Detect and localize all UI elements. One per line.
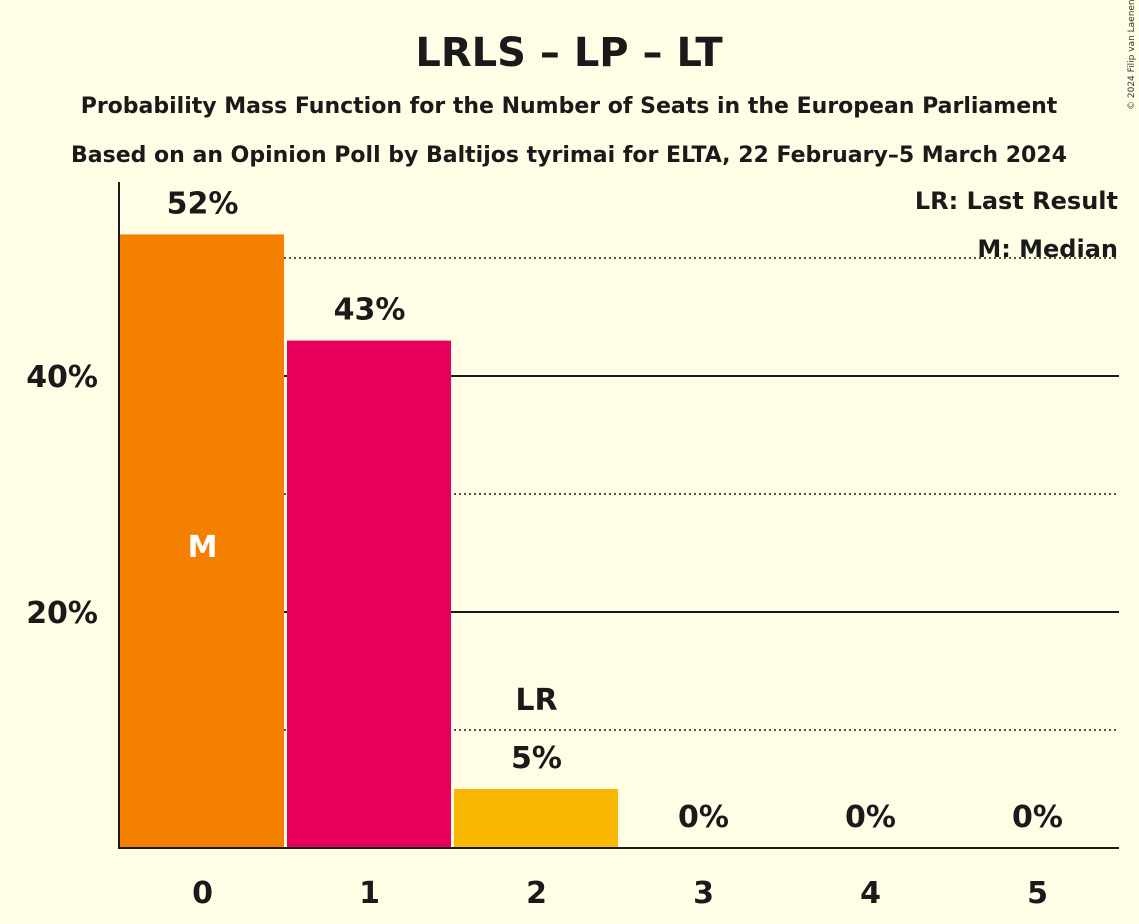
bar-value-label: 0% xyxy=(678,800,729,835)
bar xyxy=(120,234,284,848)
x-tick-label: 3 xyxy=(693,876,714,911)
y-axis-ticks: 20% 40% xyxy=(26,360,98,631)
chart-title: LRLS – LP – LT xyxy=(415,30,723,76)
x-tick-label: 5 xyxy=(1027,876,1048,911)
legend-last-result: LR: Last Result xyxy=(915,187,1118,215)
bar-value-label: 0% xyxy=(1012,800,1063,835)
x-tick-label: 1 xyxy=(359,876,380,911)
chart-subtitle-1: Probability Mass Function for the Number… xyxy=(81,94,1058,119)
y-tick-label: 20% xyxy=(26,596,98,631)
bars xyxy=(120,234,618,848)
bar-value-label: 52% xyxy=(167,186,239,221)
bar xyxy=(287,340,451,848)
x-tick-label: 2 xyxy=(526,876,547,911)
bar-value-label: 0% xyxy=(845,800,896,835)
bar-value-label: 43% xyxy=(334,293,406,328)
gridlines xyxy=(119,257,1119,731)
last-result-marker: LR xyxy=(515,683,557,718)
x-tick-label: 0 xyxy=(192,876,213,911)
bar-value-labels: 52% M 43% 5% LR 0% 0% 0% xyxy=(167,186,1063,835)
median-marker: M xyxy=(188,530,218,565)
copyright-credit: © 2024 Filip van Laenen xyxy=(1127,0,1137,110)
legend-median: M: Median xyxy=(977,235,1118,263)
bar xyxy=(454,789,618,848)
x-tick-label: 4 xyxy=(860,876,881,911)
x-axis-ticks: 0 1 2 3 4 5 xyxy=(192,876,1048,911)
chart-subtitle-2: Based on an Opinion Poll by Baltijos tyr… xyxy=(71,143,1067,168)
y-tick-label: 40% xyxy=(26,360,98,395)
bar-value-label: 5% xyxy=(511,741,562,776)
